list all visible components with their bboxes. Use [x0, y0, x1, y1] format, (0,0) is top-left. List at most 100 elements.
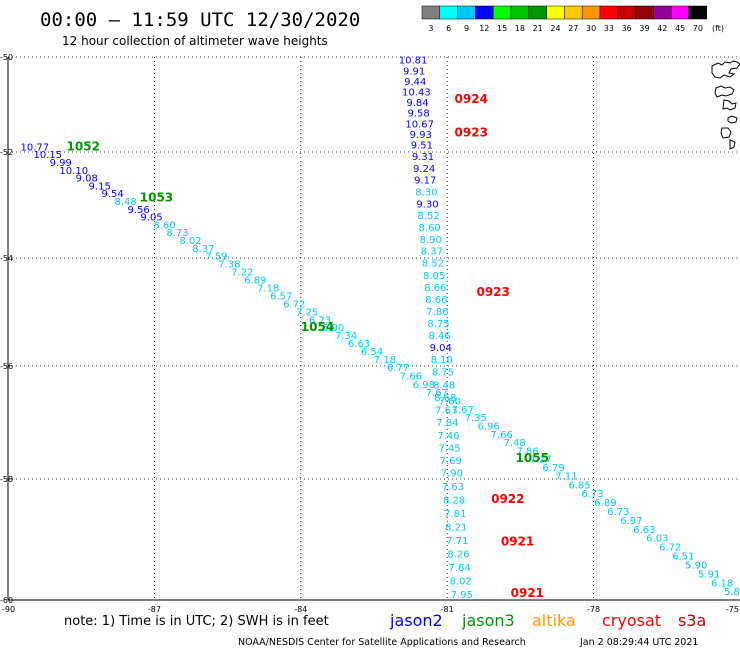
- wave-height-value: 5.91: [698, 569, 720, 580]
- track-time-label: 1055: [516, 451, 549, 465]
- wave-height-value: 7.63: [442, 482, 464, 493]
- wave-height-value: 8.02: [179, 236, 201, 247]
- legend-swatch: [581, 5, 601, 20]
- wave-height-value: 8.68: [434, 393, 456, 404]
- lon-tick-label: -87: [148, 605, 161, 614]
- wave-height-value: 8.10: [431, 355, 453, 366]
- wave-height-value: 7.66: [491, 430, 513, 441]
- wave-height-value: 6.18: [711, 578, 733, 589]
- wave-height-value: 10.67: [405, 119, 434, 130]
- wave-height-value: 8.66: [424, 283, 446, 294]
- wave-height-value: 6.85: [568, 480, 590, 491]
- wave-height-value: 9.58: [407, 109, 429, 120]
- track-time-label: 1052: [67, 140, 100, 154]
- footer-timestamp: Jan 2 08:29:44 UTC 2021: [579, 637, 698, 648]
- wave-height-value: 9.91: [403, 66, 425, 77]
- wave-height-value: 8.75: [432, 368, 454, 379]
- wave-height-value: 6.63: [348, 339, 370, 350]
- legend-label: 27: [568, 24, 578, 33]
- wave-height-value: 8.37: [192, 244, 214, 255]
- wave-height-value: 6.89: [244, 276, 266, 287]
- wave-height-value: 5.89: [724, 587, 740, 598]
- wave-height-value: 9.04: [430, 343, 452, 354]
- wave-height-value: 9.24: [413, 164, 435, 175]
- legend-label: 45: [675, 24, 685, 33]
- wave-height-value: 8.26: [447, 550, 469, 561]
- track-time-label: 0923: [476, 285, 509, 299]
- legend-swatch: [599, 5, 619, 20]
- lon-tick-label: -84: [294, 605, 307, 614]
- map-subtitle: 12 hour collection of altimeter wave hei…: [62, 34, 328, 48]
- axis-tick-labels: -90 -87 -84 -81 -78 -75 -50 -52 -54 -56 -58 -60: [0, 53, 739, 614]
- track-time-label: 1054: [301, 320, 334, 334]
- lat-tick-label: -60: [0, 596, 13, 605]
- wave-height-value: 9.99: [50, 158, 72, 169]
- wave-height-value: 7.67: [452, 405, 474, 416]
- legend-label: 30: [586, 24, 596, 33]
- wave-height-value: 7.38: [218, 260, 240, 271]
- legend-label: 12: [479, 24, 489, 33]
- satellite-name: jason3: [461, 611, 515, 630]
- wave-height-value: 9.84: [406, 98, 428, 109]
- wave-height-value: 9.51: [411, 141, 433, 152]
- wave-height-value: 7.81: [444, 509, 466, 520]
- wave-height-value: 6.72: [283, 299, 305, 310]
- lat-tick-label: -54: [0, 254, 13, 263]
- lat-tick-label: -58: [0, 475, 13, 484]
- legend-label: 24: [550, 24, 560, 33]
- legend-swatch: [635, 5, 654, 20]
- lon-tick-label: -75: [726, 605, 739, 614]
- wave-height-value: 6.98: [413, 380, 435, 391]
- map-title: 00:00 – 11:59 UTC 12/30/2020: [40, 9, 360, 31]
- wave-height-value: 7.84: [436, 418, 458, 429]
- footer-credit: NOAA/NESDIS Center for Satellite Applica…: [238, 637, 526, 648]
- legend-swatch: [688, 5, 708, 20]
- wave-height-value: 5.90: [685, 560, 707, 571]
- lat-tick-label: -52: [0, 148, 13, 157]
- lat-tick-label: -50: [0, 53, 13, 62]
- wave-height-value: 8.52: [422, 259, 444, 270]
- coastline-land: [711, 60, 740, 150]
- wave-height-value: 8.21: [445, 523, 467, 534]
- wave-height-value: 9.93: [410, 130, 432, 141]
- wave-height-value: 6.73: [309, 315, 331, 326]
- wave-height-value: 7.22: [231, 268, 253, 279]
- satellite-name: altika: [532, 611, 576, 630]
- legend-label: 3: [428, 24, 433, 33]
- wave-height-legend: 3 6 9 12 15 18 21 24 27 30 33 36 39 42 45 70: [421, 5, 708, 33]
- wave-height-value: 6.03: [646, 534, 668, 545]
- wave-height-value: 7.63: [435, 406, 457, 417]
- wave-height-value: 7.48: [504, 438, 526, 449]
- lat-tick-label: -56: [0, 362, 13, 371]
- wave-height-value: 6.89: [594, 498, 616, 509]
- wave-height-value: 7.59: [205, 252, 227, 263]
- wave-height-value: 10.15: [33, 150, 62, 161]
- lon-tick-label: -78: [587, 605, 600, 614]
- wave-height-value: 8.52: [417, 211, 439, 222]
- wave-height-value: 8.60: [153, 220, 175, 231]
- wave-height-value: 7.34: [335, 331, 357, 342]
- wave-height-value: 6.77: [387, 363, 409, 374]
- plot-frame: [7, 57, 740, 601]
- wave-height-value: 6.73: [607, 507, 629, 518]
- wave-height-value: 7.86: [516, 446, 538, 457]
- wave-height-value: 8.37: [421, 247, 443, 258]
- wave-height-value: 10.43: [402, 87, 431, 98]
- legend-swatch: [439, 5, 458, 20]
- legend-swatch: [564, 5, 583, 20]
- legend-label: 42: [657, 24, 667, 33]
- legend-label: 36: [622, 24, 632, 33]
- wave-height-value: 6.90: [322, 323, 344, 334]
- legend-label: 70: [693, 24, 703, 33]
- wave-height-value: 9.31: [412, 152, 434, 163]
- track-time-label: 0922: [491, 492, 524, 506]
- wave-height-value: 7.11: [555, 471, 577, 482]
- wave-height-value: 7.18: [257, 283, 279, 294]
- wave-height-value: 7.46: [437, 431, 459, 442]
- wave-height-value: 7.71: [446, 536, 468, 547]
- legend-swatch: [653, 5, 672, 20]
- satellite-name: jason2: [389, 611, 443, 630]
- wave-height-value: 8.28: [443, 496, 465, 507]
- wave-height-value: 10.10: [59, 166, 88, 177]
- legend-swatch: [528, 5, 547, 20]
